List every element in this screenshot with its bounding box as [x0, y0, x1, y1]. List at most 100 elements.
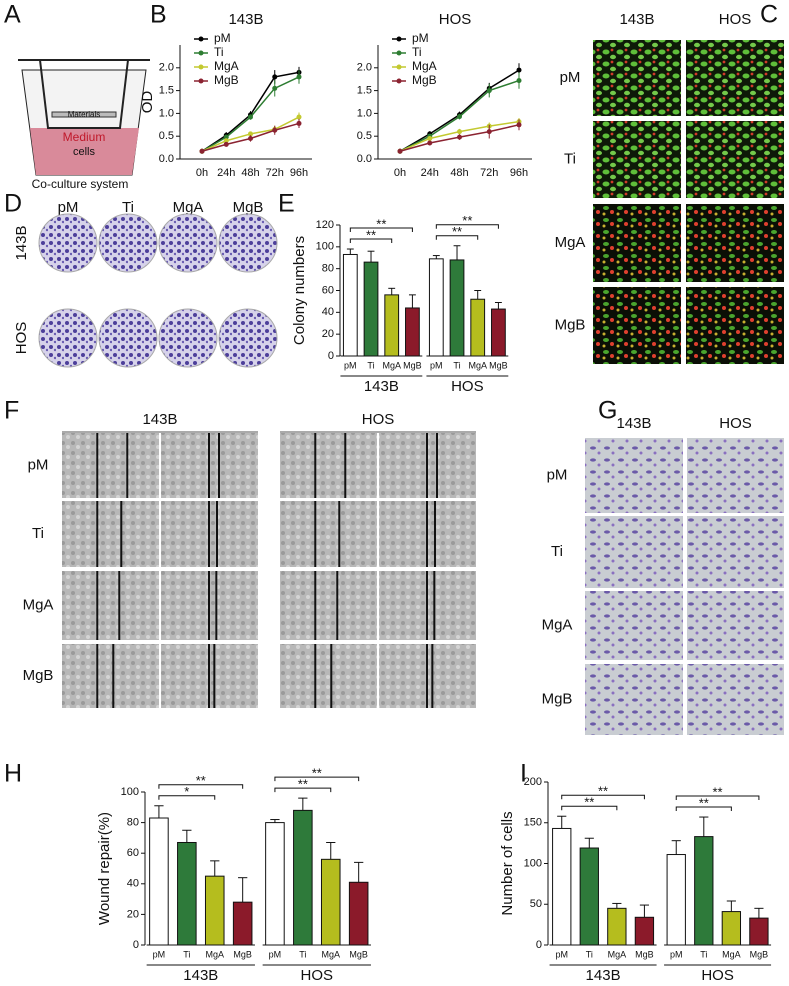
micrograph	[593, 287, 681, 364]
x-tick-label: Ti	[453, 360, 460, 370]
dish	[98, 213, 158, 273]
significance-bracket	[274, 787, 332, 793]
micrograph	[585, 438, 683, 513]
column-label: 143B	[619, 11, 654, 28]
y-tick-label: 40	[127, 878, 139, 890]
panel-label: C	[760, 1, 778, 29]
y-axis-label: Colony numbers	[291, 236, 308, 345]
column-label: HOS	[719, 11, 752, 28]
legend-label: MgA	[412, 59, 437, 73]
x-tick-label: MgB	[233, 949, 252, 959]
significance-label: **	[452, 224, 462, 239]
group-label: 143B	[183, 967, 218, 984]
y-tick-label: 80	[127, 817, 139, 829]
point	[199, 148, 205, 154]
bar	[721, 911, 742, 946]
y-tick-label: 20	[322, 328, 334, 340]
legend-marker	[198, 50, 204, 56]
significance-label: **	[312, 766, 322, 781]
group-label: 143B	[364, 378, 399, 395]
bar	[384, 294, 400, 357]
x-tick-label: 48h	[241, 167, 259, 179]
point	[457, 129, 462, 135]
column-label: MgB	[233, 199, 264, 216]
bar	[204, 875, 225, 946]
legend-label: Ti	[412, 45, 422, 59]
significance-label: **	[376, 216, 386, 231]
x-tick-label: MgB	[750, 949, 769, 959]
micrograph	[593, 40, 681, 116]
significance-bracket	[561, 805, 618, 811]
x-tick-label: MgA	[321, 949, 340, 959]
bar	[749, 917, 769, 946]
legend-label: MgB	[412, 73, 437, 87]
medium	[30, 128, 139, 175]
x-tick-label: MgB	[489, 360, 508, 370]
significance-bracket	[349, 227, 413, 233]
bar	[449, 259, 465, 357]
column-label: Ti	[122, 199, 134, 216]
dish	[38, 308, 98, 368]
y-axis-label: Number of cells	[499, 811, 516, 915]
group-label: HOS	[301, 967, 334, 984]
significance-bracket	[561, 794, 645, 800]
y-tick-label: 100	[316, 241, 334, 253]
y-tick-label: 0.5	[357, 130, 372, 142]
y-tick-label: 1.5	[159, 85, 174, 97]
group-label: 143B	[586, 967, 621, 984]
significance-label: **	[598, 784, 608, 799]
y-tick-label: 120	[316, 219, 334, 231]
group-label: HOS	[701, 967, 734, 984]
bar	[666, 854, 686, 946]
row-label: MgA	[555, 234, 586, 251]
x-tick-label: MgB	[349, 949, 368, 959]
micrograph	[686, 287, 784, 364]
y-tick-label: 0	[133, 939, 139, 951]
x-tick-label: pM	[269, 949, 282, 959]
micrograph	[593, 121, 681, 198]
chart-title: HOS	[439, 11, 472, 28]
significance-label: **	[298, 777, 308, 792]
legend-marker	[198, 64, 204, 70]
micrograph	[687, 516, 784, 588]
bar	[342, 253, 358, 357]
bar	[428, 258, 444, 357]
significance-label: **	[462, 213, 472, 228]
y-tick-label: 0.0	[357, 153, 372, 165]
bar	[232, 901, 253, 946]
panel-label: A	[4, 1, 21, 29]
x-tick-label: Ti	[183, 949, 190, 959]
column-label: HOS	[719, 415, 752, 432]
row-label: MgA	[23, 596, 54, 613]
co-culture-diagram: Materials Medium cells Co-culture system	[18, 59, 150, 191]
x-tick-label: MgA	[468, 360, 487, 370]
micrograph	[687, 591, 784, 660]
point	[427, 135, 433, 141]
panel-label: D	[4, 190, 22, 218]
point	[296, 74, 302, 80]
legend-label: MgB	[214, 73, 239, 87]
significance-bracket	[274, 776, 360, 782]
point	[457, 114, 462, 120]
panel-label: H	[4, 760, 22, 788]
insert	[51, 111, 117, 118]
legend-marker	[396, 36, 402, 42]
point	[248, 135, 253, 141]
micrograph	[585, 664, 683, 735]
significance-bracket	[435, 235, 479, 240]
point	[248, 114, 253, 120]
legend-marker	[396, 50, 402, 56]
bar	[579, 847, 599, 946]
y-tick-label: 1.5	[357, 85, 372, 97]
point	[516, 78, 522, 84]
y-tick-label: 0.0	[159, 153, 174, 165]
medium-label: Medium	[63, 130, 106, 144]
significance-label: **	[366, 227, 376, 242]
x-tick-label: pM	[555, 949, 568, 959]
dish	[218, 213, 278, 273]
x-tick-label: Ti	[367, 360, 374, 370]
micrograph	[585, 591, 683, 660]
materials-label: Materials	[68, 110, 100, 119]
point	[457, 134, 462, 140]
row-label: Ti	[551, 543, 563, 560]
